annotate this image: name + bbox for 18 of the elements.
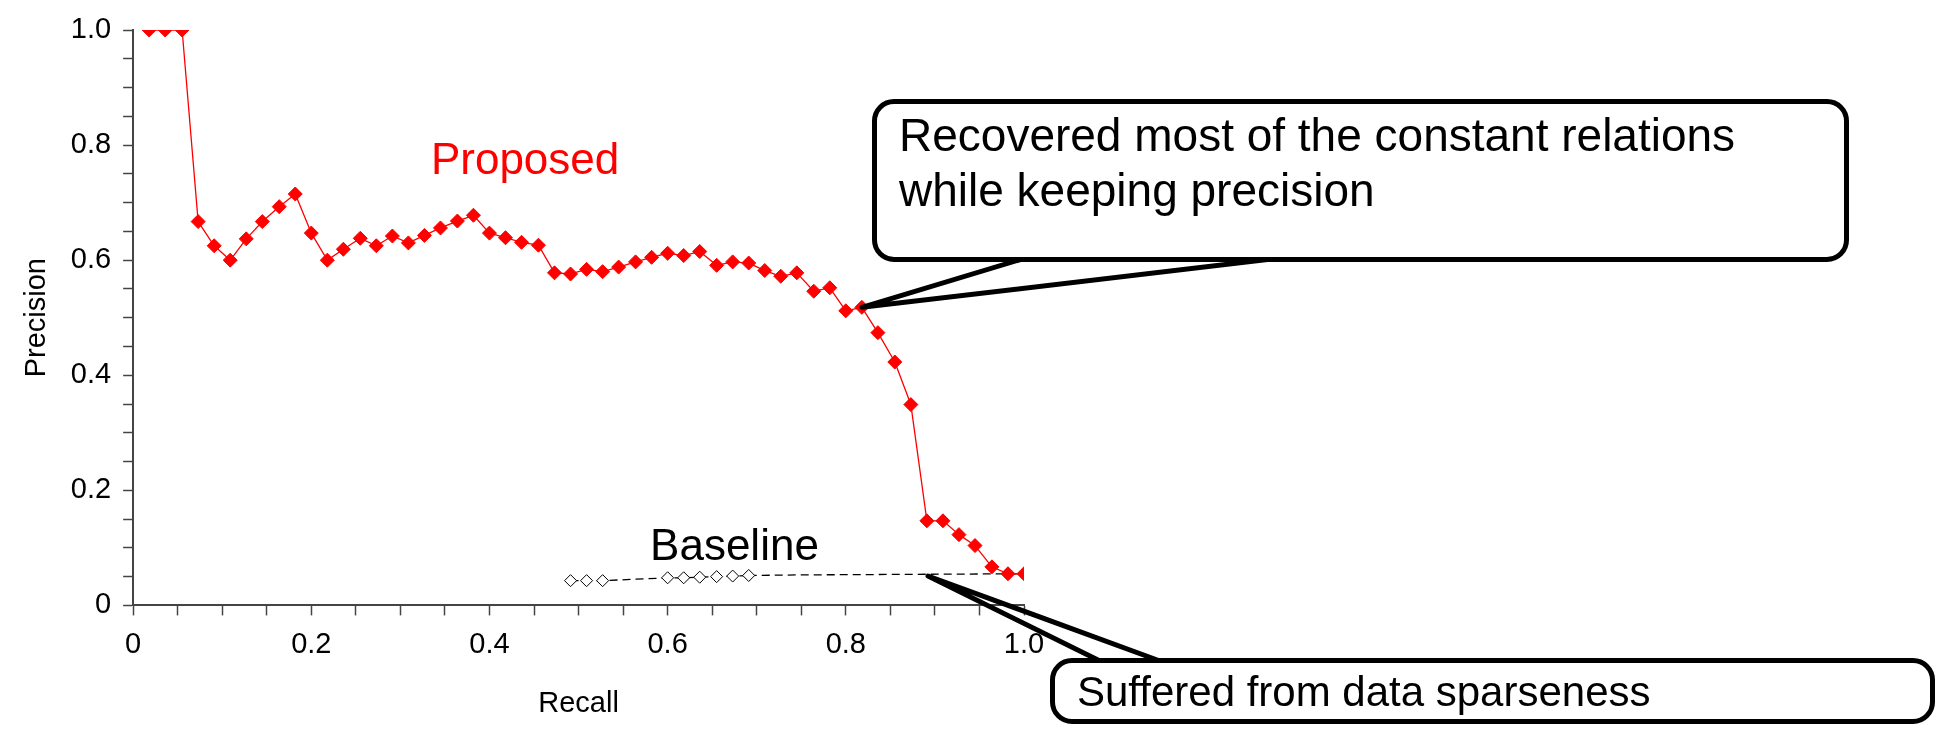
y-tick-label: 0.2 — [70, 472, 112, 505]
series-label: Baseline — [650, 520, 819, 569]
series-label: Proposed — [430, 134, 620, 184]
y-axis-title: Precision — [19, 258, 52, 378]
y-tick-label: 1.0 — [70, 12, 112, 44]
y-tick-label: 0 — [94, 587, 112, 620]
x-tick-label: 1.0 — [1003, 626, 1045, 659]
y-tick-label: 0.8 — [70, 127, 112, 160]
x-tick-label: 0.2 — [291, 626, 332, 659]
x-tick-label: 0 — [125, 626, 142, 659]
x-tick-label: 0.4 — [469, 626, 510, 659]
x-tick-label: 0.6 — [647, 626, 688, 659]
text: Suffered from data sparseness — [1050, 658, 1935, 724]
y-tick-label: 0.4 — [70, 357, 112, 390]
x-tick-label: 0.8 — [825, 626, 866, 659]
y-tick-label: 0.6 — [70, 242, 112, 275]
annotation: Recovered most of the constant relations while keeping precision — [872, 99, 1849, 262]
x-axis-title: Recall — [538, 685, 619, 718]
